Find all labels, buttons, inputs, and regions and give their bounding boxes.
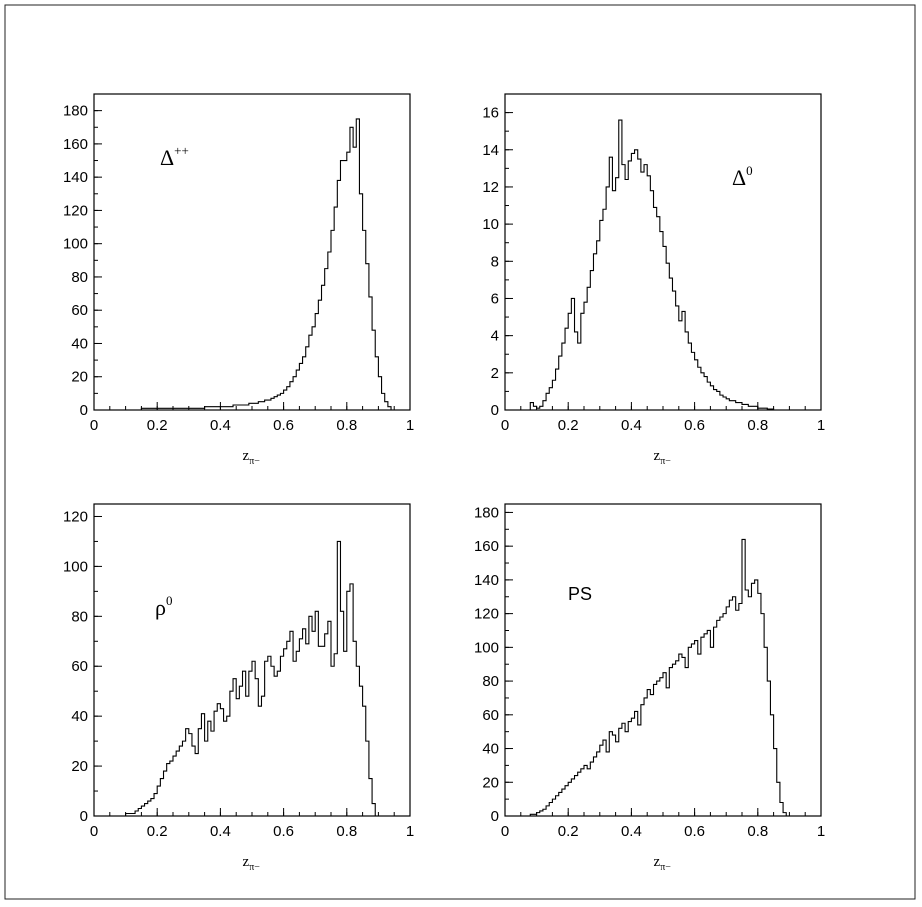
panel-delta-0-ytick-label: 12	[482, 179, 499, 196]
panel-delta-0-ytick-label: 10	[482, 216, 499, 233]
panel-delta-pp-xtick-label: 0.2	[147, 417, 168, 434]
panel-rho-0-xlabel: zπ−	[243, 854, 261, 873]
panel-delta-pp-xtick-label: 0.4	[210, 417, 231, 434]
panel-delta-0-xtick-label: 1	[817, 417, 825, 434]
panel-delta-pp-xtick-label: 0.8	[336, 417, 357, 434]
panel-rho-0-ytick-label: 60	[71, 658, 88, 675]
panel-rho-0-histogram	[94, 540, 410, 817]
panel-delta-pp-label: Δ++	[160, 143, 189, 170]
panel-delta-pp-ytick-label: 120	[63, 202, 88, 219]
panel-ps-xtick-label: 0.2	[558, 823, 579, 840]
panel-ps-ytick-label: 120	[474, 606, 499, 623]
panel-delta-pp-xtick-label: 0.6	[273, 417, 294, 434]
panel-delta-pp-ytick-label: 140	[63, 169, 88, 186]
panel-ps-xtick-label: 0.4	[621, 823, 642, 840]
panel-delta-pp-xtick-label: 1	[406, 417, 414, 434]
panel-ps-xtick-label: 0	[501, 823, 509, 840]
panel-delta-pp-ytick-label: 40	[71, 335, 88, 352]
panel-ps-ytick-label: 20	[482, 774, 499, 791]
panel-ps-ytick-label: 100	[474, 639, 499, 656]
panel-rho-0-xtick-label: 0.4	[210, 823, 231, 840]
panel-delta-0-xlabel: zπ−	[654, 448, 672, 467]
panel-rho-0-ytick-label: 80	[71, 608, 88, 625]
panel-ps-xlabel: zπ−	[654, 854, 672, 873]
panel-rho-0-ytick-label: 20	[71, 758, 88, 775]
panel-delta-pp: 0 0.2 0.4 0.6 0.8 1 0 20 40 60 80 100 120 140 160 180 Δ+…	[63, 93, 414, 467]
panel-delta-pp-xlabel: zπ−	[243, 448, 261, 467]
panels: 0 0.2 0.4 0.6 0.8 1020406080100120140160180Δ+…	[63, 93, 825, 873]
panel-delta-pp-ytick-label: 160	[63, 136, 88, 153]
panel-ps: 0 0.2 0.4 0.6 0.8 1 0 20 40 60 80 100 120 140 160 180 PS…	[474, 503, 825, 873]
panel-ps-ytick-label: 60	[482, 707, 499, 724]
panel-rho-0: 0 0.2 0.4 0.6 0.8 1 0 20 40 60 80 100 120 ρ0 zπ−	[63, 503, 414, 873]
panel-ps-ytick-label: 0	[491, 808, 499, 825]
panel-delta-0-histogram	[505, 119, 821, 411]
panel-rho-0-xtick-label: 0.8	[336, 823, 357, 840]
panel-ps-ytick-label: 40	[482, 741, 499, 758]
panel-delta-0-ytick-label: 6	[491, 290, 499, 307]
panel-rho-0-xtick-label: 0	[90, 823, 98, 840]
panel-delta-pp-ytick-label: 60	[71, 302, 88, 319]
panel-rho-0-ytick-label: 0	[80, 808, 88, 825]
panel-delta-0-ytick-label: 2	[491, 365, 499, 382]
panel-delta-pp-ytick-label: 80	[71, 269, 88, 286]
panel-delta-0-ytick-label: 4	[491, 328, 499, 345]
panel-rho-0-ytick-label: 100	[63, 558, 88, 575]
panel-delta-0-ytick-label: 14	[482, 142, 499, 159]
panel-ps-axes	[504, 503, 822, 817]
panel-delta-0-ytick-label: 0	[491, 402, 499, 419]
panel-delta-pp-ytick-label: 0	[80, 402, 88, 419]
panel-rho-0-xtick-label: 0.2	[147, 823, 168, 840]
panel-delta-pp-axes	[93, 93, 411, 411]
panel-ps-label: PS	[568, 584, 592, 604]
panel-ps-xtick-label: 1	[817, 823, 825, 840]
panel-delta-0-axes	[504, 93, 822, 411]
panel-delta-0-xtick-label: 0.8	[747, 417, 768, 434]
panel-delta-0-xtick-label: 0.4	[621, 417, 642, 434]
panel-delta-0-ytick-label: 16	[482, 105, 499, 122]
panel-delta-pp-histogram	[94, 118, 410, 411]
panel-rho-0-ytick-label: 120	[63, 508, 88, 525]
panel-ps-ytick-label: 180	[474, 504, 499, 521]
panel-delta-pp-xtick-label: 0	[90, 417, 98, 434]
panel-rho-0-xtick-label: 0.6	[273, 823, 294, 840]
panel-ps-histogram	[505, 538, 821, 817]
figure-frame	[4, 4, 916, 900]
panel-delta-0-xtick-label: 0	[501, 417, 509, 434]
panel-delta-pp-ytick-label: 180	[63, 103, 88, 120]
panel-rho-0-axes	[93, 503, 411, 817]
panel-ps-xtick-label: 0.6	[684, 823, 705, 840]
panel-ps-ytick-label: 140	[474, 572, 499, 589]
panel-ps-ytick-label: 80	[482, 673, 499, 690]
panel-rho-0-label: ρ0	[155, 593, 172, 620]
panel-rho-0-ytick-label: 40	[71, 708, 88, 725]
panel-ps-ytick-label: 160	[474, 538, 499, 555]
panel-rho-0-xtick-label: 1	[406, 823, 414, 840]
panel-delta-0-xtick-label: 0.2	[558, 417, 579, 434]
panel-delta-0-xtick-label: 0.6	[684, 417, 705, 434]
panel-delta-pp-ytick-label: 100	[63, 236, 88, 253]
panel-delta-0-label: Δ0	[732, 163, 753, 190]
panel-delta-pp-ytick-label: 20	[71, 369, 88, 386]
panel-delta-0-ytick-label: 8	[491, 253, 499, 270]
panel-ps-xtick-label: 0.8	[747, 823, 768, 840]
